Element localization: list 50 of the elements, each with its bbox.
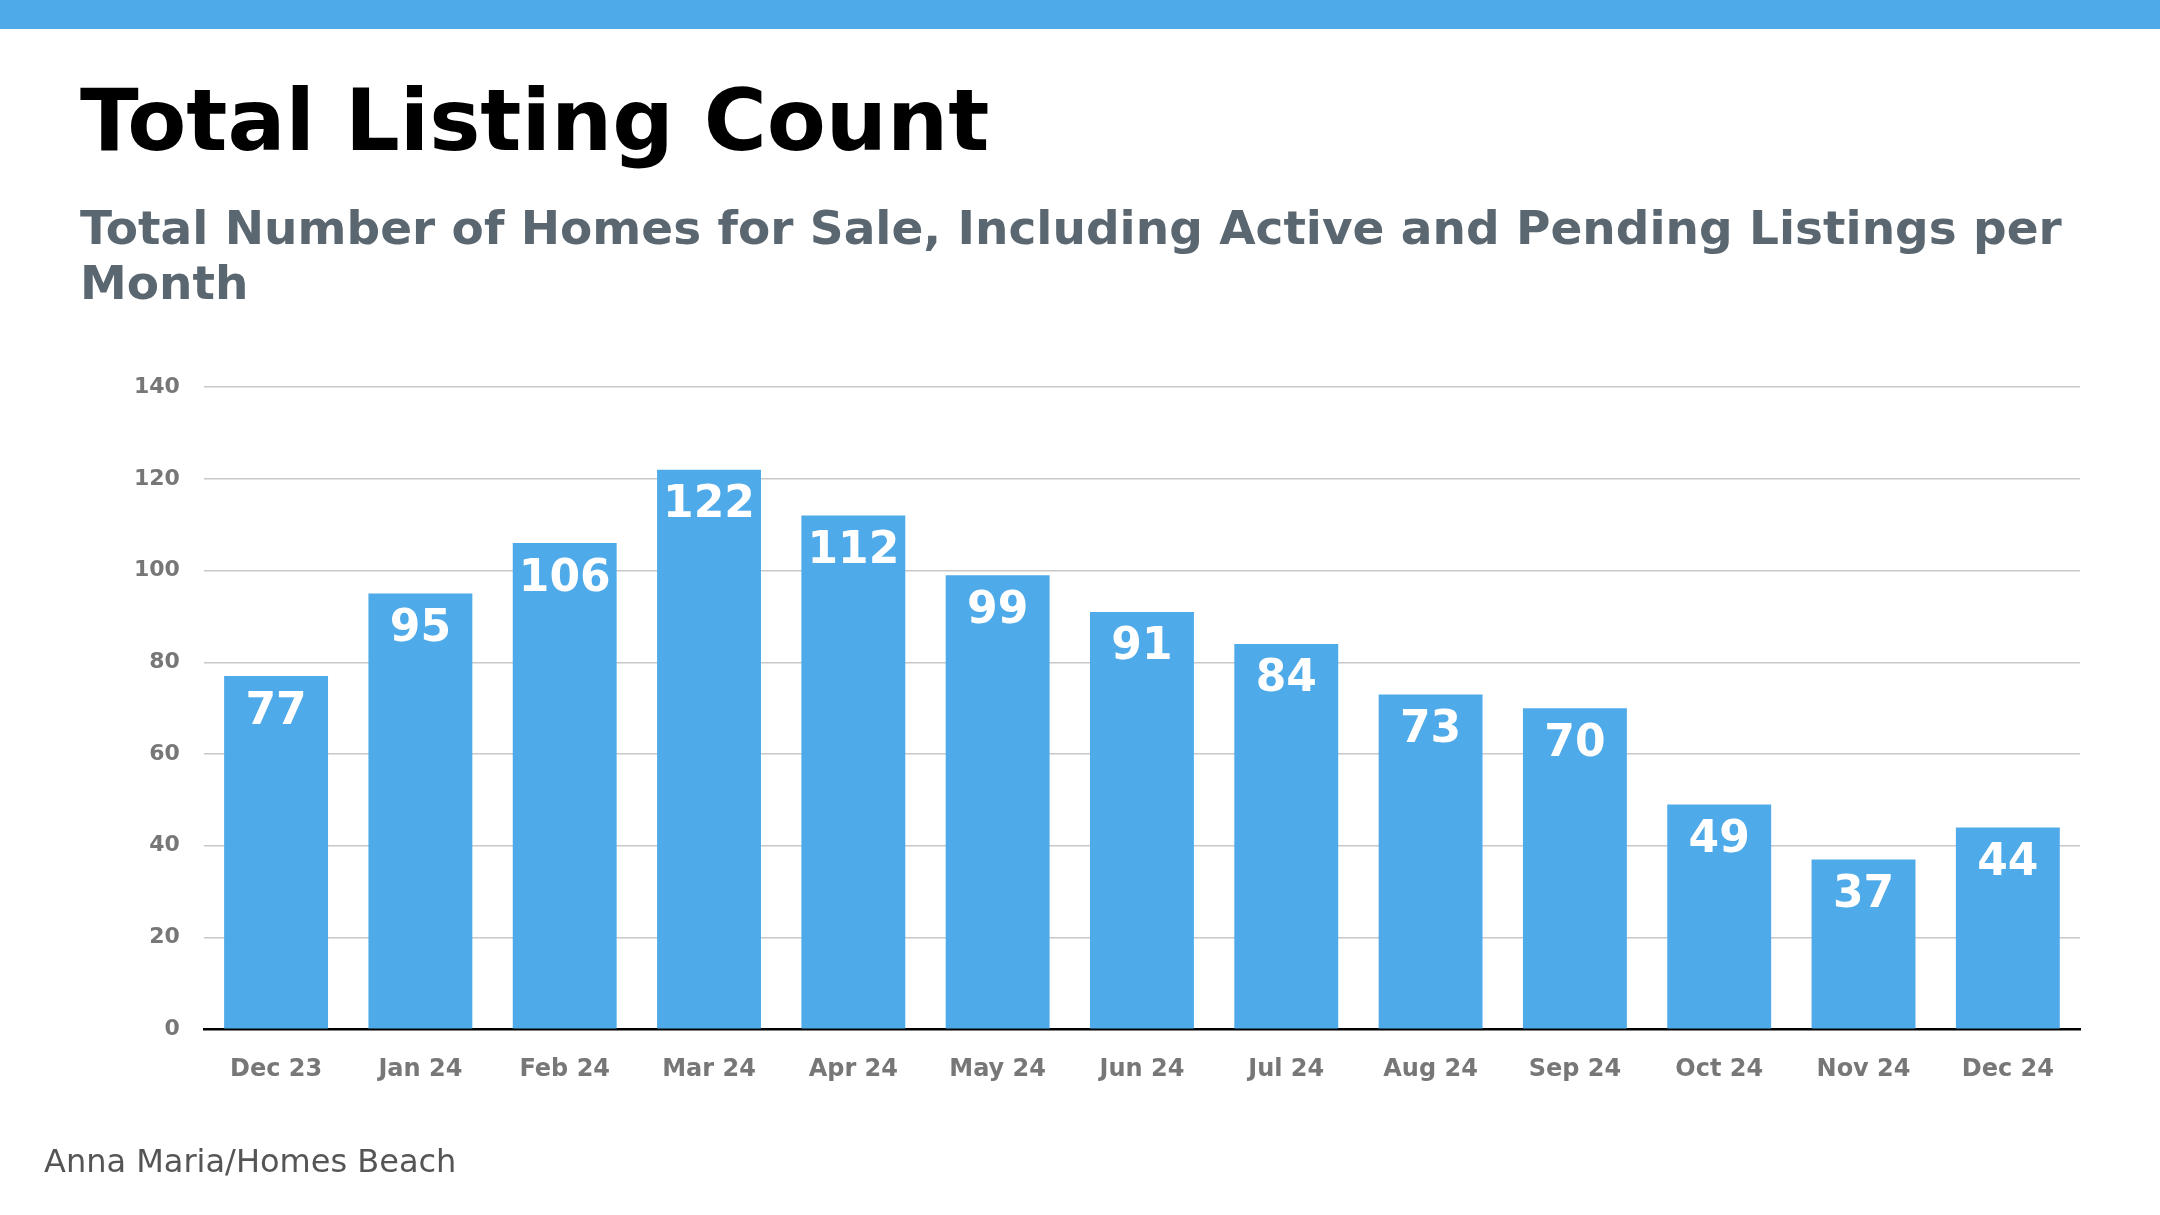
bar: [224, 676, 329, 1029]
chart-title: Total Listing Count: [80, 70, 990, 170]
y-tick-label: 0: [164, 1014, 180, 1040]
y-tick-label: 100: [133, 556, 180, 582]
x-tick-label: Oct 24: [1675, 1053, 1764, 1082]
data-label: 112: [807, 522, 900, 574]
y-tick-label: 60: [149, 739, 180, 765]
data-label: 84: [1255, 650, 1317, 702]
x-tick-label: Dec 23: [229, 1053, 323, 1082]
x-tick-label: Sep 24: [1528, 1053, 1622, 1082]
text: Anna Maria/Homes Beach: [44, 1142, 457, 1180]
x-tick-label: Jun 24: [1097, 1053, 1185, 1082]
data-label: 73: [1399, 700, 1462, 752]
x-tick-label: May 24: [949, 1053, 1047, 1082]
x-tick-label: Mar 24: [662, 1053, 756, 1082]
chart-subtitle: Total Number of Homes for Sale, Including Active and Pending Listings per Month: [80, 200, 2063, 310]
data-label: 37: [1832, 865, 1895, 917]
x-tick-label: Nov 24: [1816, 1053, 1911, 1082]
bar: [368, 593, 473, 1029]
data-label: 106: [518, 549, 611, 601]
y-tick-label: 80: [149, 648, 180, 674]
x-tick-label: Jul 24: [1246, 1053, 1325, 1082]
bar: [512, 543, 617, 1029]
y-tick-label: 20: [149, 923, 180, 949]
bar: [657, 469, 761, 1029]
x-tick-label: Aug 24: [1383, 1053, 1478, 1082]
data-label: 70: [1544, 714, 1606, 766]
data-label: 95: [389, 599, 452, 651]
bar: [945, 575, 1050, 1029]
bar: [1234, 644, 1339, 1029]
y-tick-label: 40: [149, 831, 180, 857]
y-tick-label: 120: [133, 464, 180, 490]
x-tick-label: Feb 24: [519, 1053, 611, 1082]
data-label: 99: [967, 581, 1029, 633]
y-tick-label: 140: [133, 372, 180, 398]
data-label: 77: [245, 682, 307, 734]
data-label: 44: [1977, 833, 2039, 885]
bar: [801, 515, 906, 1029]
bar: [1955, 827, 2060, 1029]
data-label: 91: [1111, 618, 1173, 670]
bar: [1811, 859, 1916, 1029]
bar: [1378, 694, 1483, 1029]
bar: [1522, 708, 1627, 1029]
x-tick-label: Dec 24: [1961, 1053, 2054, 1082]
bar: [1090, 611, 1194, 1029]
data-label: 49: [1688, 810, 1750, 862]
x-tick-label: Jan 24: [376, 1053, 463, 1082]
data-label: 122: [663, 476, 755, 528]
x-tick-label: Apr 24: [808, 1053, 899, 1082]
bar: [1667, 804, 1772, 1029]
